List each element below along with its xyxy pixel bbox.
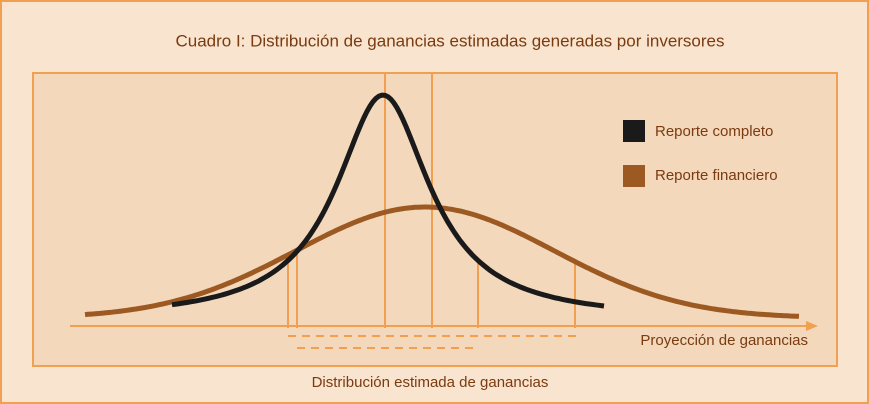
legend-label: Reporte financiero xyxy=(655,167,778,184)
axis-arrow xyxy=(806,321,818,331)
legend-label: Reporte completo xyxy=(655,123,773,140)
legend-swatch xyxy=(623,120,645,142)
caption: Distribución estimada de ganancias xyxy=(312,374,549,391)
title: Cuadro I: Distribución de ganancias esti… xyxy=(175,31,724,50)
curve-completo xyxy=(171,92,605,309)
axis-label: Proyección de ganancias xyxy=(640,332,808,349)
plot-area xyxy=(32,72,838,367)
legend-swatch xyxy=(623,165,645,187)
